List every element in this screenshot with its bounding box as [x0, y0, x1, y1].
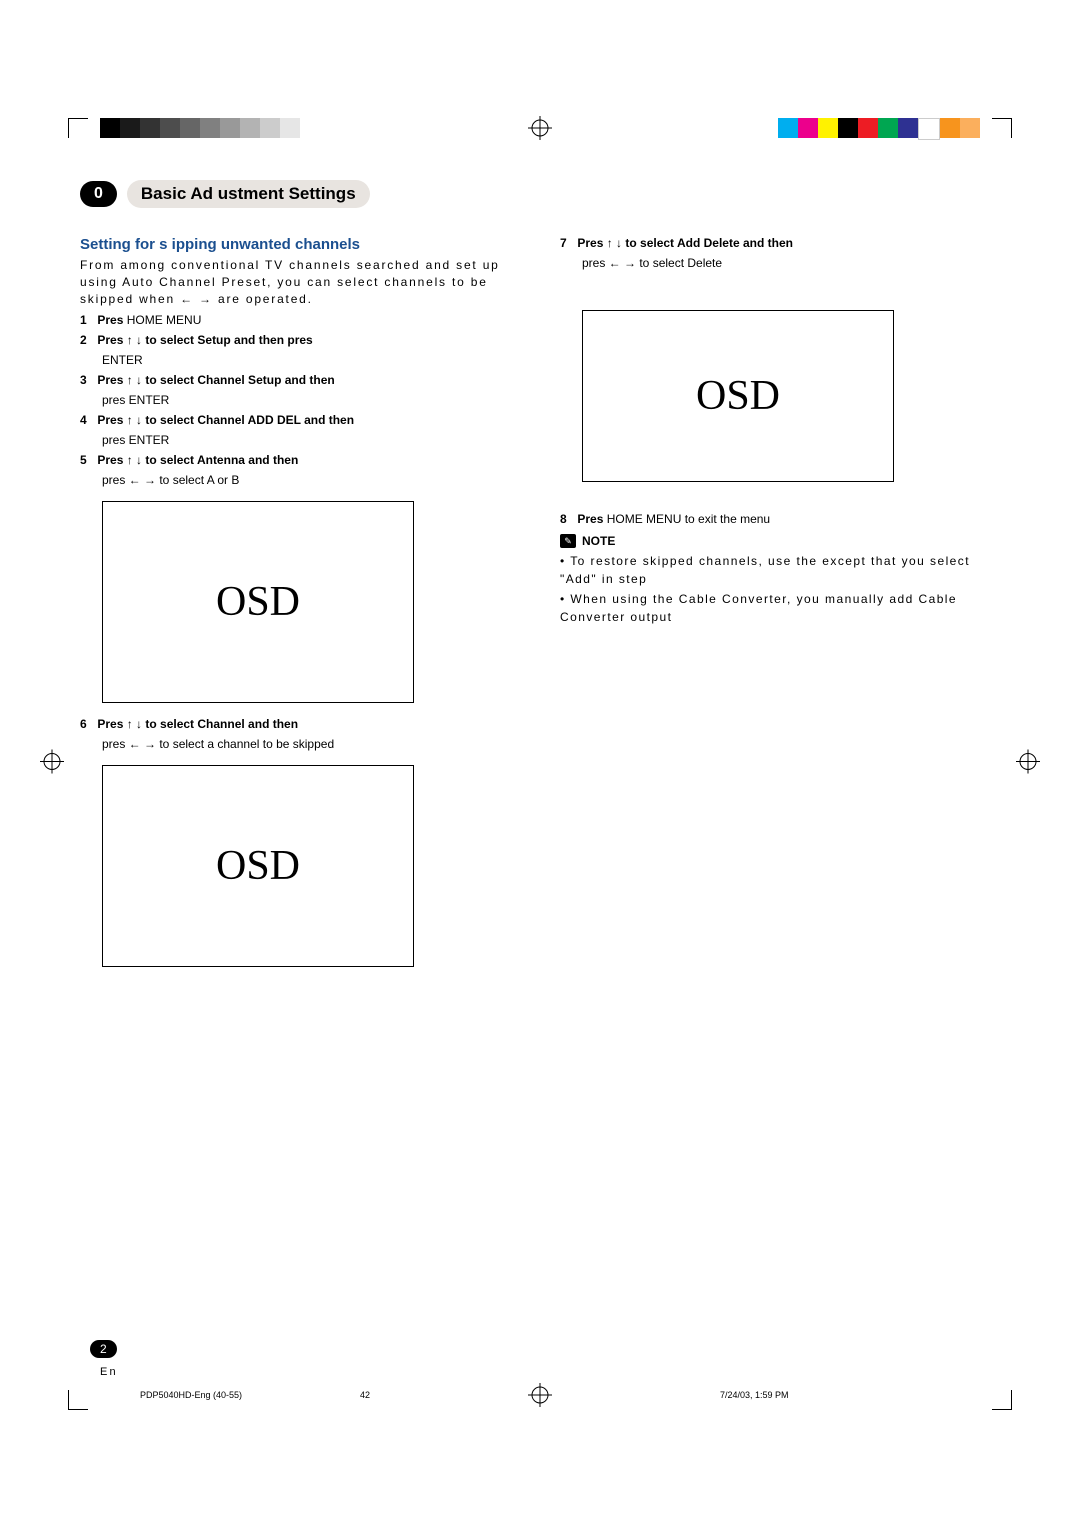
section-heading: Setting for s ipping unwanted channels: [80, 236, 520, 253]
footer-filename: PDP5040HD-Eng (40-55): [140, 1390, 242, 1400]
step-6-enter: pres ← → to select a channel to be skipp…: [102, 737, 520, 751]
swatch: [100, 118, 120, 138]
swatch: [798, 118, 818, 138]
step-8: 8 Pres HOME MENU to exit the menu: [560, 512, 1000, 526]
step-3: 3 Pres ↑ ↓ to select Channel Setup and t…: [80, 373, 520, 387]
crosshair-icon: [528, 1383, 552, 1412]
swatch: [838, 118, 858, 138]
swatch: [140, 118, 160, 138]
grayscale-strip: [100, 118, 300, 138]
right-column: 7 Pres ↑ ↓ to select Add Delete and then…: [560, 226, 1000, 981]
step-5-enter: pres ← → to select A or B: [102, 473, 520, 487]
osd-placeholder-1: OSD: [102, 501, 414, 703]
intro-text: From among conventional TV channels sear…: [80, 257, 520, 307]
color-strip: [778, 118, 980, 138]
page-number-badge: 2: [90, 1340, 117, 1358]
chapter-title: Basic Ad ustment Settings: [127, 180, 370, 208]
swatch: [160, 118, 180, 138]
content-area: 0 Basic Ad ustment Settings Setting for …: [80, 180, 1000, 981]
swatch: [878, 118, 898, 138]
swatch: [778, 118, 798, 138]
osd-placeholder-3: OSD: [582, 310, 894, 482]
osd-placeholder-2: OSD: [102, 765, 414, 967]
swatch: [240, 118, 260, 138]
reg-mark: [68, 1409, 88, 1410]
swatch: [898, 118, 918, 138]
swatch: [180, 118, 200, 138]
chapter-header: 0 Basic Ad ustment Settings: [80, 180, 1000, 208]
reg-mark: [68, 118, 88, 119]
step-4: 4 Pres ↑ ↓ to select Channel ADD DEL and…: [80, 413, 520, 427]
step-1: 1 Pres HOME MENU: [80, 313, 520, 327]
reg-mark: [992, 118, 1012, 119]
swatch: [120, 118, 140, 138]
reg-mark: [1011, 1390, 1012, 1410]
swatch: [918, 118, 940, 140]
swatch: [220, 118, 240, 138]
note-header: ✎ NOTE: [560, 534, 1000, 548]
step-7: 7 Pres ↑ ↓ to select Add Delete and then: [560, 236, 1000, 250]
reg-mark: [68, 1390, 69, 1410]
step-5: 5 Pres ↑ ↓ to select Antenna and then: [80, 453, 520, 467]
reg-mark: [68, 118, 69, 138]
step-3-enter: pres ENTER: [102, 393, 520, 407]
swatch: [858, 118, 878, 138]
step-4-enter: pres ENTER: [102, 433, 520, 447]
note-label: NOTE: [582, 534, 615, 548]
swatch: [960, 118, 980, 138]
left-column: Setting for s ipping unwanted channels F…: [80, 226, 520, 981]
swatch: [200, 118, 220, 138]
reg-mark: [1011, 118, 1012, 138]
note-bullet-2: • When using the Cable Converter, you ma…: [560, 590, 1000, 626]
footer-timestamp: 7/24/03, 1:59 PM: [720, 1390, 789, 1400]
step-6: 6 Pres ↑ ↓ to select Channel and then: [80, 717, 520, 731]
language-label: En: [100, 1366, 118, 1378]
step-7-enter: pres ← → to select Delete: [582, 256, 1000, 270]
crosshair-icon: [40, 750, 64, 779]
crosshair-icon: [528, 116, 552, 145]
swatch: [818, 118, 838, 138]
reg-mark: [992, 1409, 1012, 1410]
two-column-layout: Setting for s ipping unwanted channels F…: [80, 226, 1000, 981]
note-bullet-1: • To restore skipped channels, use the e…: [560, 552, 1000, 588]
swatch: [940, 118, 960, 138]
step-2: 2 Pres ↑ ↓ to select Setup and then pres: [80, 333, 520, 347]
page: 0 Basic Ad ustment Settings Setting for …: [0, 0, 1080, 1528]
crosshair-icon: [1016, 750, 1040, 779]
step-2-enter: ENTER: [102, 353, 520, 367]
swatch: [280, 118, 300, 138]
note-icon: ✎: [560, 534, 576, 548]
swatch: [260, 118, 280, 138]
footer-page: 42: [360, 1390, 370, 1400]
chapter-number-badge: 0: [80, 181, 117, 207]
